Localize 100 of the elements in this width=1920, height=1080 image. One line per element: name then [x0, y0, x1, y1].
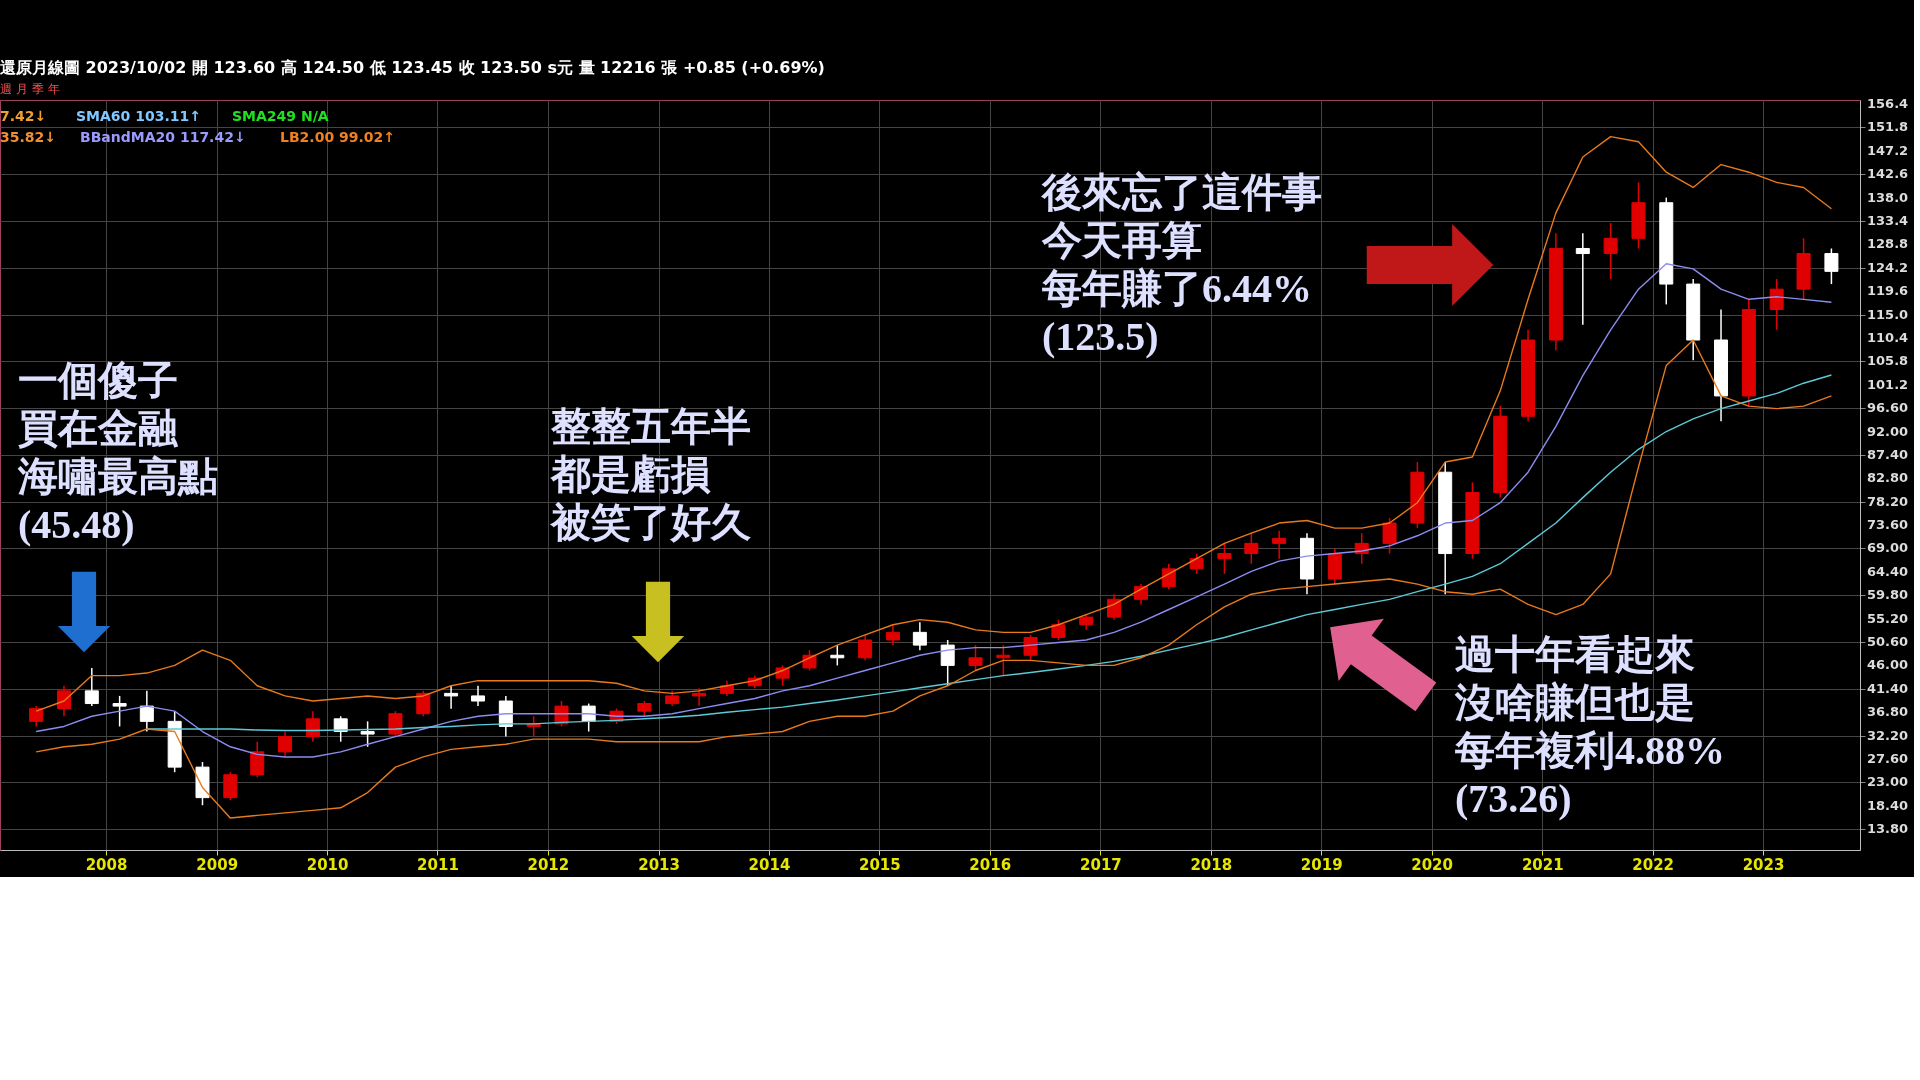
annotation: 被笑了好久: [549, 500, 751, 545]
annotation: 過十年看起來: [1455, 632, 1695, 677]
annotation: (73.26): [1455, 776, 1572, 821]
text: 年: [48, 82, 60, 96]
x-tick-label: 2009: [196, 855, 239, 874]
y-tick-label: 147.2: [1867, 142, 1909, 158]
x-tick-label: 2019: [1300, 855, 1343, 874]
annotation: 一個傻子: [18, 358, 178, 403]
candlestick: [940, 639, 955, 687]
candlestick: [1244, 532, 1259, 565]
y-tick-label: 119.6: [1867, 283, 1909, 299]
y-tick-label: 69.00: [1867, 540, 1909, 556]
x-tick-label: 2012: [527, 855, 570, 874]
annotation: 買在金融: [18, 406, 179, 451]
candlestick: [1161, 562, 1176, 590]
annotation: 每年賺了6.44%: [1041, 266, 1312, 311]
y-tick-label: 27.60: [1867, 750, 1909, 766]
y-tick-label: 156.4: [1867, 96, 1909, 112]
candlestick: [84, 667, 99, 707]
candlestick: [1824, 247, 1839, 285]
y-tick-label: 128.8: [1867, 236, 1909, 252]
y-tick-label: 46.00: [1867, 657, 1909, 673]
candlestick: [139, 690, 154, 733]
y-tick-label: 36.80: [1867, 704, 1909, 720]
y-tick-label: 142.6: [1867, 166, 1909, 182]
candlestick: [912, 621, 927, 651]
x-tick-label: 2017: [1080, 855, 1122, 874]
y-tick-label: 115.0: [1867, 306, 1909, 322]
y-tick-label: 23.00: [1867, 774, 1909, 790]
y-tick-label: 55.20: [1867, 610, 1909, 626]
candlestick: [775, 664, 790, 687]
candlestick: [1189, 552, 1204, 575]
x-tick-label: 2018: [1190, 855, 1233, 874]
candlestick: [112, 695, 127, 728]
annotation: BBandMA20 117.42↓: [80, 129, 246, 145]
y-tick-label: 101.2: [1867, 376, 1909, 392]
candlestick: [1217, 542, 1232, 575]
candlestick: [360, 720, 375, 748]
y-tick-label: 13.80: [1867, 821, 1909, 837]
annotation: 整整五年半: [550, 404, 751, 449]
candlestick: [223, 771, 238, 801]
y-tick-label: 32.20: [1867, 727, 1909, 743]
y-tick-label: 64.40: [1867, 563, 1909, 579]
annotation: 35.82↓: [0, 129, 57, 145]
candlestick: [1769, 278, 1784, 331]
annotation: 海嘯最高點: [17, 454, 218, 499]
y-tick-label: 96.60: [1867, 400, 1909, 416]
y-tick-label: 73.60: [1867, 517, 1909, 533]
candlestick: [388, 710, 403, 738]
candlestick: [305, 710, 320, 743]
annotation: LB2.00 99.02↑: [280, 129, 396, 145]
candlestick: [1603, 222, 1618, 280]
candlestick: [250, 740, 265, 779]
annotation: 每年複利4.88%: [1454, 728, 1725, 773]
annotation: (45.48): [18, 502, 135, 547]
candlestick: [416, 690, 431, 718]
candlestick: [1051, 618, 1066, 641]
y-tick-label: 92.00: [1867, 423, 1909, 439]
candlestick: [1107, 593, 1122, 621]
candlestick: [1272, 529, 1287, 560]
y-tick-label: 105.8: [1867, 353, 1909, 369]
y-tick-label: 82.80: [1867, 470, 1909, 486]
candlestick: [56, 685, 71, 718]
annotation: 7.42↓: [0, 108, 47, 124]
x-tick-label: 2021: [1521, 855, 1564, 874]
candlestick: [278, 730, 293, 758]
text: 季: [32, 82, 44, 96]
x-tick-label: 2020: [1411, 855, 1453, 874]
text: 週: [0, 82, 12, 96]
y-tick-label: 87.40: [1867, 446, 1909, 462]
candlestick: [858, 634, 873, 662]
y-tick-label: 41.40: [1867, 680, 1909, 696]
text: 還原月線圖 2023/10/02 開 123.60 高 124.50 低 123.45 收 123.50 s元 量 12216 張 +0.85 (+0.69%): [0, 58, 825, 77]
x-tick-label: 2013: [638, 855, 680, 874]
y-tick-label: 18.40: [1867, 797, 1909, 813]
x-tick-label: 2008: [85, 855, 128, 874]
annotation: (123.5): [1042, 314, 1159, 359]
y-tick-label: 133.4: [1867, 213, 1909, 229]
candlestick: [444, 685, 459, 710]
annotation: SMA60 103.11↑: [76, 108, 201, 124]
y-tick-label: 151.8: [1867, 119, 1909, 135]
annotation: 今天再算: [1041, 218, 1202, 263]
annotation: 沒啥賺但也是: [1454, 680, 1695, 725]
x-tick-label: 2011: [417, 855, 459, 874]
y-tick-label: 59.80: [1867, 587, 1909, 603]
candlestick: [692, 687, 707, 707]
x-tick-label: 2022: [1632, 855, 1675, 874]
x-tick-label: 2014: [748, 855, 791, 874]
x-tick-label: 2010: [306, 855, 349, 874]
y-tick-label: 124.2: [1867, 259, 1909, 275]
candlestick: [471, 685, 486, 707]
y-tick-label: 50.60: [1867, 634, 1909, 650]
y-tick-label: 138.0: [1867, 189, 1909, 205]
candlestick: [1575, 232, 1590, 326]
text: 月: [16, 82, 28, 96]
y-tick-label: 78.20: [1867, 493, 1909, 509]
x-tick-label: 2016: [969, 855, 1012, 874]
annotation: 後來忘了這件事: [1040, 170, 1322, 215]
candlestick: [968, 644, 983, 672]
x-tick-label: 2023: [1742, 855, 1785, 874]
